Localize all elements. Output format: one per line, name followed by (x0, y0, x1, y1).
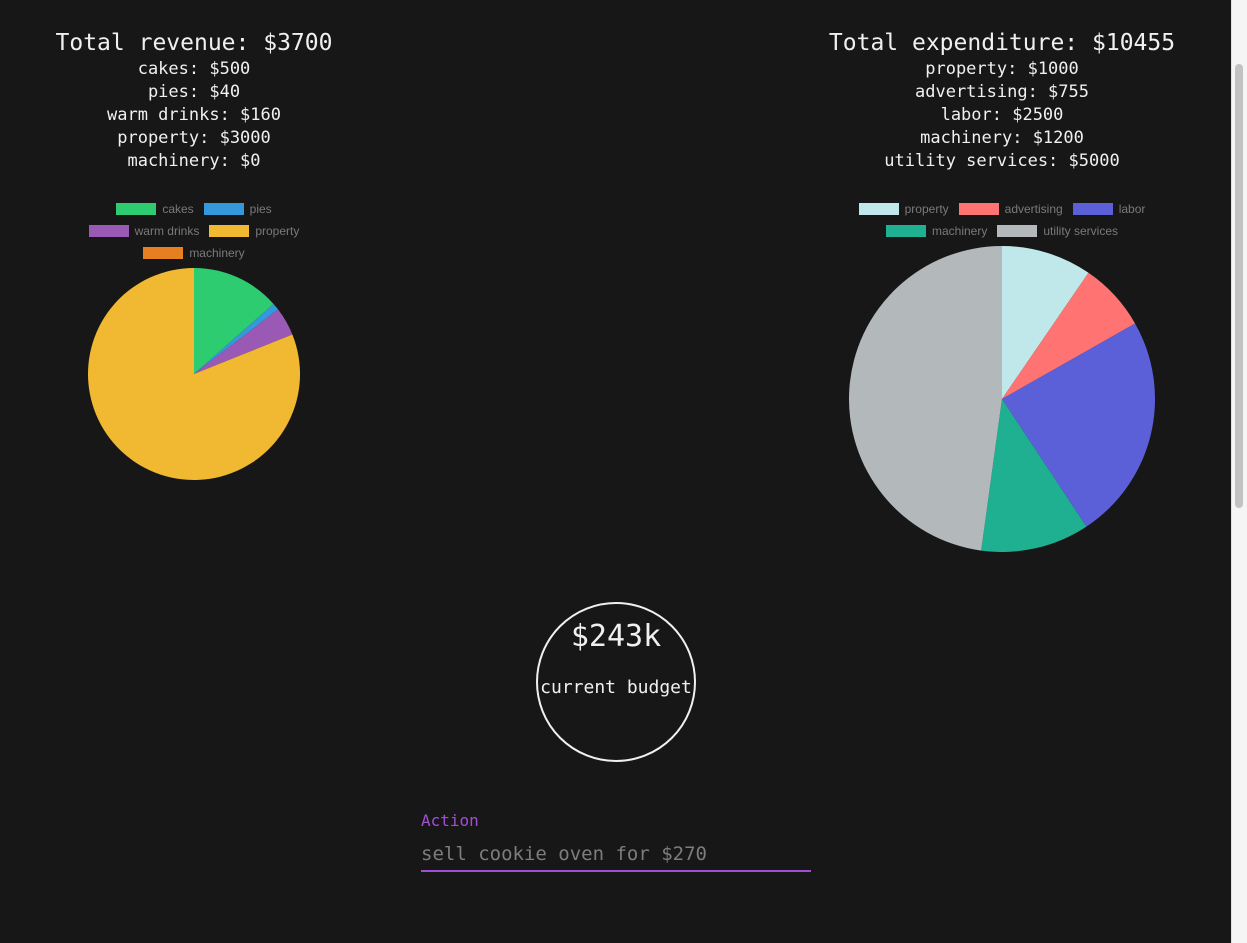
pie-slice-machinery[interactable] (981, 399, 1087, 552)
legend-label: pies (249, 202, 272, 216)
legend-swatch (88, 225, 129, 237)
legend-swatch (958, 203, 999, 215)
legend-item-machinery[interactable]: machinery (885, 224, 988, 238)
expenditure-line-advertising: advertising: $755 (915, 82, 1089, 102)
legend-swatch (1072, 203, 1113, 215)
legend-item-advertising[interactable]: advertising (958, 202, 1063, 216)
legend-item-labor[interactable]: labor (1072, 202, 1146, 216)
legend-label: labor (1118, 202, 1146, 216)
action-input[interactable] (421, 838, 811, 872)
legend-item-pies[interactable]: pies (203, 202, 272, 216)
pie-slice-cakes[interactable] (194, 268, 274, 374)
expenditure-summary: Total expenditure: $10455 property: $100… (812, 28, 1192, 173)
legend-item-property[interactable]: property (209, 224, 299, 238)
expenditure-line-machinery: machinery: $1200 (920, 128, 1084, 148)
legend-item-machinery[interactable]: machinery (143, 246, 245, 260)
revenue-summary: Total revenue: $3700 cakes: $500 pies: $… (44, 28, 344, 173)
legend-item-cakes[interactable]: cakes (116, 202, 194, 216)
legend-swatch (209, 225, 250, 237)
legend-label: advertising (1004, 202, 1063, 216)
legend-item-utility-services[interactable]: utility services (997, 224, 1118, 238)
revenue-title: Total revenue: $3700 (55, 30, 333, 56)
legend-swatch (116, 203, 157, 215)
expenditure-line-property: property: $1000 (925, 59, 1079, 79)
scrollbar-thumb[interactable] (1235, 64, 1243, 508)
legend-label: property (904, 202, 949, 216)
legend-label: cakes (162, 202, 194, 216)
pie-slice-property[interactable] (88, 268, 300, 480)
budget-label: current budget (540, 677, 692, 698)
pie-slice-advertising[interactable] (1002, 272, 1136, 399)
expenditure-chart-legend: property advertising labor machinery uti… (812, 198, 1192, 242)
legend-swatch (143, 247, 184, 259)
legend-swatch (885, 225, 926, 237)
expenditure-title: Total expenditure: $10455 (828, 30, 1176, 56)
legend-label: property (255, 224, 300, 238)
revenue-line-warm-drinks: warm drinks: $160 (107, 105, 281, 125)
revenue-line-cakes: cakes: $500 (137, 59, 251, 79)
legend-item-property[interactable]: property (858, 202, 949, 216)
action-label: Action (421, 811, 479, 830)
pie-slice-property[interactable] (1002, 246, 1089, 399)
pie-slice-labor[interactable] (1002, 323, 1155, 527)
pie-slice-pies[interactable] (194, 303, 279, 374)
legend-swatch (203, 203, 244, 215)
revenue-line-pies: pies: $40 (147, 82, 241, 102)
revenue-line-property: property: $3000 (117, 128, 271, 148)
legend-label: machinery (931, 224, 988, 238)
expenditure-pie-chart (849, 246, 1155, 552)
legend-swatch (858, 203, 899, 215)
budget-indicator: $243k current budget (536, 602, 696, 762)
pie-slice-warm-drinks[interactable] (194, 309, 293, 374)
legend-label: warm drinks (134, 224, 200, 238)
legend-item-warm-drinks[interactable]: warm drinks (88, 224, 200, 238)
revenue-chart-legend: cakes pies warm drinks property machiner… (44, 198, 344, 264)
revenue-pie-chart (88, 268, 300, 480)
budget-value: $243k (570, 619, 662, 654)
expenditure-line-utility-services: utility services: $5000 (884, 151, 1120, 171)
pie-slice-utility-services[interactable] (849, 246, 1002, 551)
expenditure-line-labor: labor: $2500 (940, 105, 1064, 125)
legend-label: utility services (1043, 224, 1119, 238)
legend-swatch (997, 225, 1038, 237)
revenue-line-machinery: machinery: $0 (127, 151, 261, 171)
legend-label: machinery (189, 246, 245, 260)
